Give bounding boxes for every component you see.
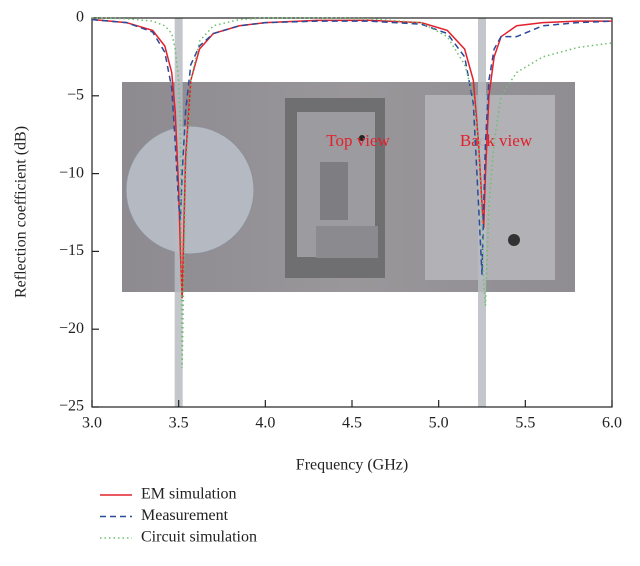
x-tick-label: 6.0 (602, 415, 622, 432)
x-axis-label: Frequency (GHz) (296, 457, 408, 474)
photo-inset (122, 82, 575, 292)
y-axis-label: Reflection coefficient (dB) (13, 126, 30, 298)
legend-label: Circuit simulation (141, 529, 257, 546)
legend-label: EM simulation (141, 486, 237, 503)
x-tick-label: 4.5 (342, 415, 362, 432)
y-tick-label: −20 (59, 320, 84, 337)
x-tick-label: 3.0 (82, 415, 102, 432)
y-tick-label: −10 (59, 164, 84, 181)
y-tick-label: 0 (76, 9, 84, 26)
series-line (91, 18, 613, 275)
y-tick-label: −25 (59, 398, 84, 415)
series-line (91, 18, 612, 299)
annotation: Back view (460, 131, 533, 150)
x-tick-label: 3.5 (169, 415, 189, 432)
x-tick-label: 5.0 (429, 415, 449, 432)
y-tick-label: −15 (59, 242, 84, 259)
legend-label: Measurement (141, 507, 229, 524)
x-tick-label: 5.5 (515, 415, 535, 432)
annotation: Top view (326, 131, 390, 150)
y-tick-label: −5 (67, 86, 84, 103)
series-line (91, 17, 613, 369)
x-tick-label: 4.0 (255, 415, 275, 432)
